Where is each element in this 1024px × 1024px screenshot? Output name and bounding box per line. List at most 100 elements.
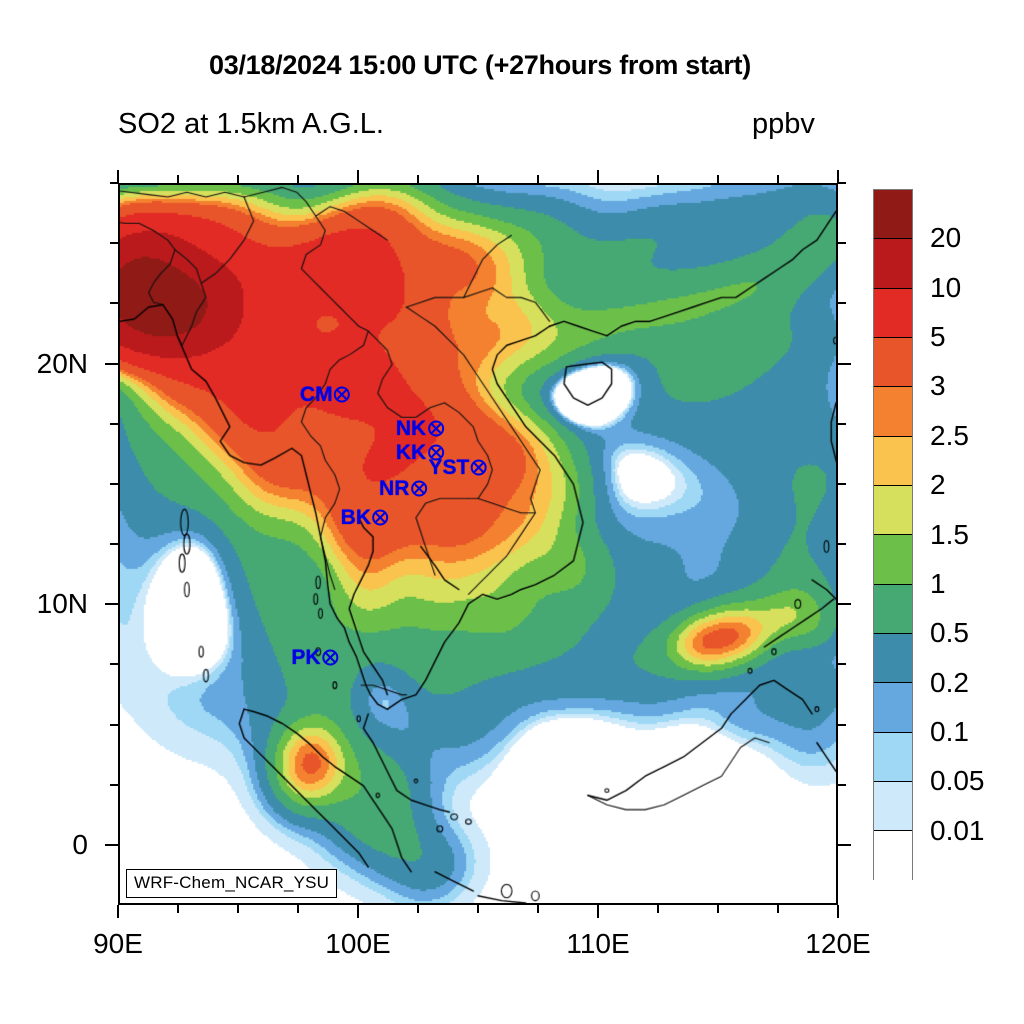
x-axis-major-tick-top [837,170,839,183]
colorbar-band [874,782,912,832]
station-marker-cm[interactable]: CM [300,384,351,405]
colorbar-tick-label: 10 [930,271,962,303]
colorbar-tick-label: 0.1 [930,715,969,747]
y-axis-minor-tick-right [838,242,846,245]
x-axis-tick-label: 120E [805,928,871,959]
station-cross-circle-icon [427,444,444,461]
x-axis-minor-tick-top [417,175,419,183]
colorbar-tick-label: 2.5 [930,419,969,451]
station-marker-pk[interactable]: PK [291,645,339,669]
station-label: KK [395,441,427,465]
y-axis-minor-tick-right [838,543,846,545]
y-axis-minor-tick [110,663,118,666]
x-axis-minor-tick-top [537,175,539,183]
colorbar-band [874,634,912,684]
station-label: CM [299,383,333,407]
model-watermark: WRF-Chem_NCAR_YSU [126,869,338,898]
colorbar-band [874,584,912,635]
colorbar-band [874,239,912,289]
colorbar-band [874,190,912,240]
x-axis-minor-tick [297,905,299,913]
plot-subtitle: SO2 at 1.5km A.G.L. [118,108,384,140]
page-title: 03/18/2024 15:00 UTC (+27hours from star… [209,50,751,80]
colorbar-band [874,486,912,536]
x-axis-minor-tick-top [477,175,479,183]
x-axis-tick-label: 100E [325,928,391,959]
units-label: ppbv [752,108,815,140]
colorbar-tick-label: 2 [930,469,946,501]
x-axis-tick-label: 90E [93,928,143,959]
y-axis-major-tick-right [838,843,851,846]
y-axis-minor-tick [110,182,118,184]
x-axis-minor-tick [657,905,659,913]
colorbar-band [874,387,912,437]
x-axis-major-tick-top [597,170,599,183]
map-plot-area: WRF-Chem_NCAR_YSU CM NK KK YST NR BK PK [118,183,838,905]
y-axis-major-tick-right [838,603,851,606]
colorbar-band [874,288,912,339]
colorbar-band [874,535,912,585]
y-axis-minor-tick [110,482,118,485]
station-marker-bk[interactable]: BK [341,507,389,528]
colorbar-tick-label: 3 [930,370,946,402]
station-label: BK [340,506,371,530]
station-marker-nk[interactable]: NK [396,418,444,439]
station-marker-kk[interactable]: KK [396,442,444,463]
x-axis-tick-label: 110E [566,928,630,959]
x-axis-minor-tick [537,905,539,913]
y-axis-tick-label: 10N [36,588,88,620]
x-axis-major-tick-top [117,170,119,183]
y-axis-major-tick [105,362,118,365]
y-axis-minor-tick-right [838,482,846,485]
colorbar-tick-label: 5 [930,321,946,353]
colorbar-band [874,732,912,783]
x-axis-minor-tick [417,905,419,913]
station-cross-circle-icon [334,386,351,403]
x-axis-major-tick [117,905,119,918]
x-axis-minor-tick [477,905,479,913]
x-axis-minor-tick-top [297,175,299,183]
y-axis-minor-tick-right [838,182,846,184]
colorbar-tick-label: 0.05 [930,765,985,797]
colorbar-tick-label: 0.2 [930,666,969,698]
colorbar-band [874,831,912,881]
y-axis-minor-tick-right [838,723,846,726]
y-axis-tick-label: 0 [72,828,88,860]
x-axis-minor-tick-top [177,175,179,183]
colorbar-tick-label: 0.01 [930,814,985,846]
x-axis-major-tick [357,905,359,918]
y-axis-minor-tick-right [838,302,846,305]
x-axis-minor-tick [177,905,179,913]
station-label: YST [428,455,470,479]
y-axis-major-tick-right [838,362,851,365]
station-cross-circle-icon [322,649,339,666]
x-axis-minor-tick-top [237,175,239,183]
y-axis-minor-tick-right [838,663,846,666]
y-axis-minor-tick [110,302,118,305]
station-cross-circle-icon [410,480,427,497]
y-axis-minor-tick-right [838,422,846,425]
colorbar-band [874,338,912,388]
so2-concentration-field [120,185,836,903]
colorbar-tick-label: 0.5 [930,617,969,649]
station-cross-circle-icon [372,509,389,526]
colorbar-band [874,436,912,487]
station-label: PK [291,645,321,669]
y-axis-major-tick [105,843,118,846]
x-axis-minor-tick-top [777,175,779,183]
station-marker-nr[interactable]: NR [379,478,427,499]
x-axis-minor-tick-top [717,175,719,183]
y-axis-minor-tick [110,783,118,786]
station-label: NR [379,477,410,501]
x-axis-major-tick-top [357,170,359,183]
station-label: NK [395,417,427,441]
colorbar-tick-label: 20 [930,222,962,254]
y-axis-major-tick [105,603,118,606]
colorbar-tick-label: 1 [930,567,946,599]
y-axis-minor-tick-right [838,783,846,786]
x-axis-major-tick [597,905,599,918]
station-cross-circle-icon [470,459,487,476]
colorbar-tick-label: 1.5 [930,518,969,550]
station-marker-yst[interactable]: YST [429,457,488,478]
